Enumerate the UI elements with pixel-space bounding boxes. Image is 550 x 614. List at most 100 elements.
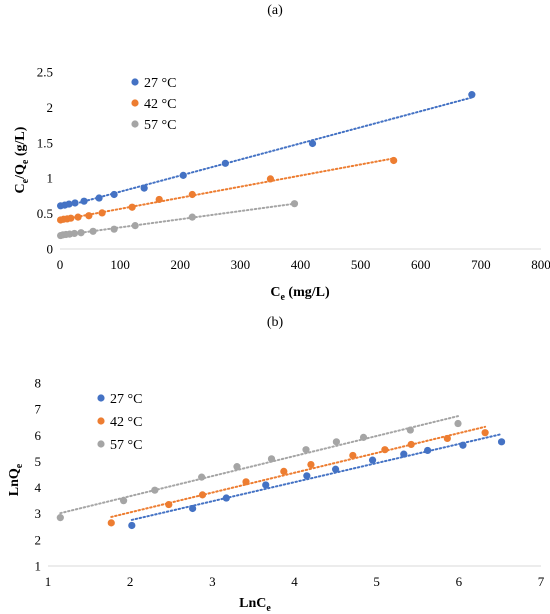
x-tick-label: 2 — [127, 574, 134, 589]
trendlines-b — [59, 415, 503, 521]
trendlines-a — [59, 96, 473, 237]
x-tick-label: 300 — [231, 257, 251, 272]
x-axis-title-b: LnCe — [239, 596, 271, 614]
data-point-b-series-0 — [459, 441, 467, 449]
y-axis-title-b: LnQe — [7, 463, 25, 496]
data-point-b-series-2 — [454, 419, 462, 428]
x-tick-label: 7 — [538, 574, 545, 589]
y-title-a-part3: /Q — [13, 164, 28, 180]
y-tick-label: 1.5 — [37, 135, 53, 150]
data-point-b-series-0 — [497, 438, 506, 446]
data-point-b-series-2 — [332, 438, 341, 446]
y-tick-label: 2.5 — [37, 65, 53, 80]
data-point-b-series-1 — [381, 446, 389, 454]
x-title-a-sub: e — [280, 292, 285, 303]
y-tick-label: 0.5 — [37, 206, 53, 221]
data-point-a-series-0 — [179, 171, 187, 179]
data-point-b-series-0 — [128, 521, 136, 530]
y-title-b-main: LnQ — [7, 468, 22, 496]
legend-marker-b-42 — [97, 417, 105, 425]
y-tick-labels-b: 1 2 3 4 5 6 7 8 — [35, 376, 42, 574]
x-tick-labels-b: 1 2 3 4 5 6 7 — [45, 574, 545, 589]
data-point-a-series-2 — [70, 229, 79, 238]
x-tick-label: 1 — [45, 574, 52, 589]
data-point-b-series-1 — [349, 451, 357, 460]
data-point-b-series-2 — [302, 446, 310, 454]
x-tick-label: 700 — [471, 257, 491, 272]
legend-marker-b-57 — [97, 440, 105, 448]
x-tick-label: 600 — [411, 257, 431, 272]
legend-label-a-27: 27 °C — [144, 76, 176, 91]
data-point-b-series-1 — [198, 491, 207, 499]
data-point-a-series-0 — [221, 159, 229, 167]
x-tick-label: 0 — [57, 257, 64, 272]
legend-label-a-42: 42 °C — [144, 97, 176, 112]
data-point-b-series-1 — [307, 460, 315, 469]
x-title-a-unit: (mg/L) — [285, 285, 330, 300]
legend-marker-a-42 — [131, 99, 139, 107]
legend-label-a-57: 57 °C — [144, 118, 176, 133]
y-tick-label: 2 — [35, 532, 42, 547]
x-title-a-main: C — [270, 285, 280, 300]
x-axis-title-a: Ce (mg/L) — [270, 285, 330, 303]
data-point-a-series-1 — [74, 213, 82, 221]
legend-label-b-27: 27 °C — [110, 392, 142, 407]
data-point-a-series-2 — [110, 225, 118, 233]
x-tick-label: 4 — [291, 574, 298, 589]
data-point-a-series-1 — [98, 209, 106, 217]
trendline-a-series-1 — [59, 157, 395, 221]
x-tick-label: 5 — [373, 574, 380, 589]
y-tick-label: 3 — [35, 506, 42, 521]
data-point-b-series-0 — [424, 446, 432, 455]
data-point-b-series-0 — [331, 465, 340, 473]
y-tick-label: 1 — [47, 171, 54, 186]
data-point-a-series-0 — [65, 200, 73, 208]
x-tick-label: 6 — [456, 574, 463, 589]
data-points-b — [56, 419, 506, 530]
y-tick-label: 4 — [35, 480, 42, 495]
data-point-b-series-0 — [262, 481, 270, 489]
y-tick-label: 0 — [47, 242, 54, 257]
data-point-a-series-1 — [390, 156, 398, 165]
x-tick-label: 400 — [291, 257, 311, 272]
data-point-a-series-0 — [110, 190, 118, 199]
x-title-b-sub: e — [266, 603, 271, 614]
data-point-a-series-1 — [155, 195, 163, 204]
data-point-b-series-2 — [119, 497, 128, 505]
legend-b: 27 °C 42 °C 57 °C — [97, 392, 142, 453]
data-point-a-series-0 — [468, 91, 476, 99]
trendline-b-series-2 — [59, 415, 460, 515]
data-point-a-series-1 — [128, 203, 136, 211]
data-point-b-series-1 — [107, 519, 115, 527]
y-tick-label: 8 — [35, 376, 42, 391]
data-point-b-series-0 — [222, 494, 230, 502]
legend-marker-a-27 — [131, 78, 139, 86]
data-point-b-series-1 — [165, 500, 173, 509]
y-tick-labels-a: 0 0.5 1 1.5 2 2.5 — [37, 65, 53, 257]
x-tick-label: 3 — [209, 574, 216, 589]
y-tick-label: 6 — [35, 428, 42, 443]
chart-a: (a) 0 0.5 1 1.5 2 2.5 0 100 200 300 400 500 600 700 8… — [13, 3, 550, 303]
data-point-a-series-2 — [188, 213, 196, 221]
data-point-a-series-2 — [131, 222, 139, 230]
data-point-a-series-0 — [80, 197, 88, 205]
legend-marker-a-57 — [131, 120, 139, 128]
data-point-a-series-1 — [188, 190, 196, 199]
y-title-a-part4: e — [20, 159, 31, 164]
data-point-a-series-1 — [67, 214, 75, 222]
data-point-b-series-0 — [368, 456, 377, 464]
data-point-a-series-0 — [308, 139, 317, 148]
y-tick-label: 1 — [35, 559, 42, 574]
legend-a: 27 °C 42 °C 57 °C — [131, 76, 176, 133]
trendline-b-series-1 — [110, 425, 487, 518]
y-axis-title-a: Ce/Qe (g/L) — [13, 126, 31, 193]
data-point-b-series-0 — [400, 450, 408, 458]
x-tick-label: 500 — [351, 257, 371, 272]
data-point-a-series-2 — [77, 229, 85, 237]
data-point-a-series-2 — [290, 200, 299, 208]
trendline-a-series-0 — [59, 96, 473, 209]
trendline-a-series-2 — [59, 202, 296, 237]
y-tick-label: 2 — [47, 100, 54, 115]
